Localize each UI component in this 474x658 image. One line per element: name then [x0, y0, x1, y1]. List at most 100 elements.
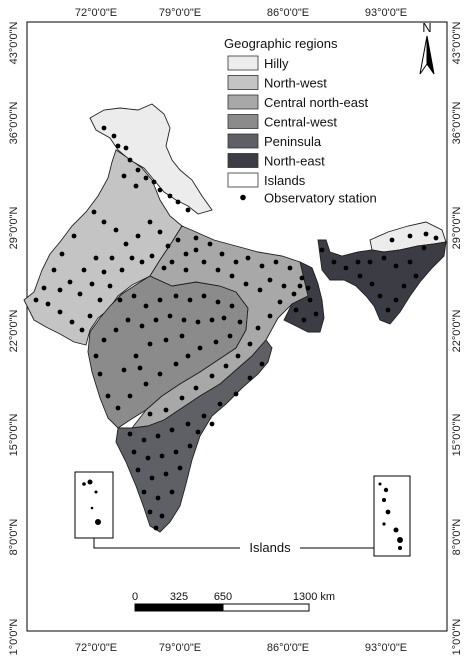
observatory-station [81, 267, 87, 273]
observatory-station [157, 297, 163, 303]
scale-label: 0 [132, 591, 138, 603]
regions-layer [23, 103, 447, 533]
observatory-stations [33, 125, 439, 531]
observatory-station [305, 285, 311, 291]
observatory-station [343, 265, 349, 271]
observatory-station [169, 427, 175, 433]
islands-shapes [82, 479, 403, 550]
observatory-station [407, 233, 413, 239]
scale-label: 325 [170, 591, 188, 603]
observatory-station [167, 313, 173, 319]
y-ticks-left: 43°0'0"N 36°0'0"N 29°0'0"N 22°0'0"N 15°0… [8, 22, 20, 656]
observatory-station [111, 133, 117, 139]
observatory-station [195, 319, 201, 325]
observatory-station [183, 251, 189, 257]
observatory-station [57, 287, 63, 293]
observatory-station [175, 199, 181, 205]
north-arrow-left-half [419, 35, 428, 75]
x-tick-bottom: 93°0'0"E [365, 642, 407, 654]
observatory-station [217, 401, 223, 407]
observatory-station [179, 333, 185, 339]
x-tick-top: 72°0'0"E [75, 7, 117, 19]
observatory-station [201, 293, 207, 299]
observatory-station [159, 453, 165, 459]
observatory-station [33, 297, 39, 303]
y-tick-right: 1°0'0"N [451, 619, 463, 656]
legend-item-label: Central north-east [264, 95, 368, 110]
scale-label: 650 [214, 591, 232, 603]
observatory-station [135, 167, 141, 173]
observatory-station [137, 365, 143, 371]
observatory-station [145, 455, 151, 461]
observatory-station [357, 273, 363, 279]
observatory-station [147, 411, 153, 417]
observatory-station [67, 279, 73, 285]
observatory-station [149, 253, 155, 259]
observatory-station [115, 405, 121, 411]
y-tick-right: 15°0'0"N [451, 414, 463, 457]
legend-swatch [227, 172, 259, 188]
islands-box-west [74, 471, 114, 539]
observatory-station [215, 299, 221, 305]
observatory-station [131, 449, 137, 455]
observatory-station [79, 327, 85, 333]
observatory-station [287, 265, 293, 271]
observatory-station [97, 297, 103, 303]
legend-title: Geographic regions [224, 36, 338, 51]
observatory-station [273, 259, 279, 265]
observatory-station [173, 293, 179, 299]
observatory-station [355, 259, 361, 265]
observatory-station [413, 273, 419, 279]
legend-item-label: Central-west [264, 115, 337, 130]
observatory-station [331, 259, 337, 265]
observatory-station [45, 301, 51, 307]
y-tick-left: 15°0'0"N [8, 414, 20, 457]
observatory-station [163, 471, 169, 477]
observatory-station [181, 317, 187, 323]
observatory-station [93, 353, 99, 359]
observatory-station [219, 251, 225, 257]
observatory-station [167, 193, 173, 199]
observatory-station [127, 393, 133, 399]
observatory-station [213, 339, 219, 345]
observatory-station [433, 235, 439, 241]
observatory-station [247, 341, 253, 347]
legend: Geographic regions Hilly North-west Centra… [224, 36, 377, 206]
observatory-station [293, 307, 299, 313]
observatory-station [177, 465, 183, 471]
y-tick-left: 29°0'0"N [8, 207, 20, 250]
scale-bar: 0 325 650 1300 km [132, 591, 335, 612]
observatory-station [135, 467, 141, 473]
observatory-station [369, 281, 375, 287]
observatory-station [227, 333, 233, 339]
observatory-station [105, 393, 111, 399]
observatory-station [157, 229, 163, 235]
observatory-station [197, 345, 203, 351]
observatory-station [233, 391, 239, 397]
observatory-station [207, 241, 213, 247]
y-tick-right: 43°0'0"N [451, 22, 463, 65]
observatory-station [267, 277, 273, 283]
observatory-station [77, 291, 83, 297]
observatory-station [149, 475, 155, 481]
observatory-station [155, 433, 161, 439]
observatory-station [209, 317, 215, 323]
observatory-station [393, 263, 399, 269]
observatory-station [135, 233, 141, 239]
islands-box-east [373, 475, 411, 557]
x-ticks-bottom: 72°0'0"E 79°0'0"E 86°0'0"E 93°0'0"E [75, 642, 407, 654]
observatory-station [57, 309, 63, 315]
observatory-station [175, 237, 181, 243]
observatory-station [71, 233, 77, 239]
observatory-station [407, 259, 413, 265]
x-ticks-top: 72°0'0"E 79°0'0"E 86°0'0"E 93°0'0"E [75, 7, 407, 19]
legend-item-label: North-east [264, 154, 325, 169]
observatory-station [255, 325, 261, 331]
observatory-station [259, 263, 265, 269]
observatory-station [143, 303, 149, 309]
observatory-station [233, 259, 239, 265]
y-tick-left: 43°0'0"N [8, 22, 20, 65]
observatory-station [147, 509, 153, 515]
observatory-station [421, 245, 427, 251]
